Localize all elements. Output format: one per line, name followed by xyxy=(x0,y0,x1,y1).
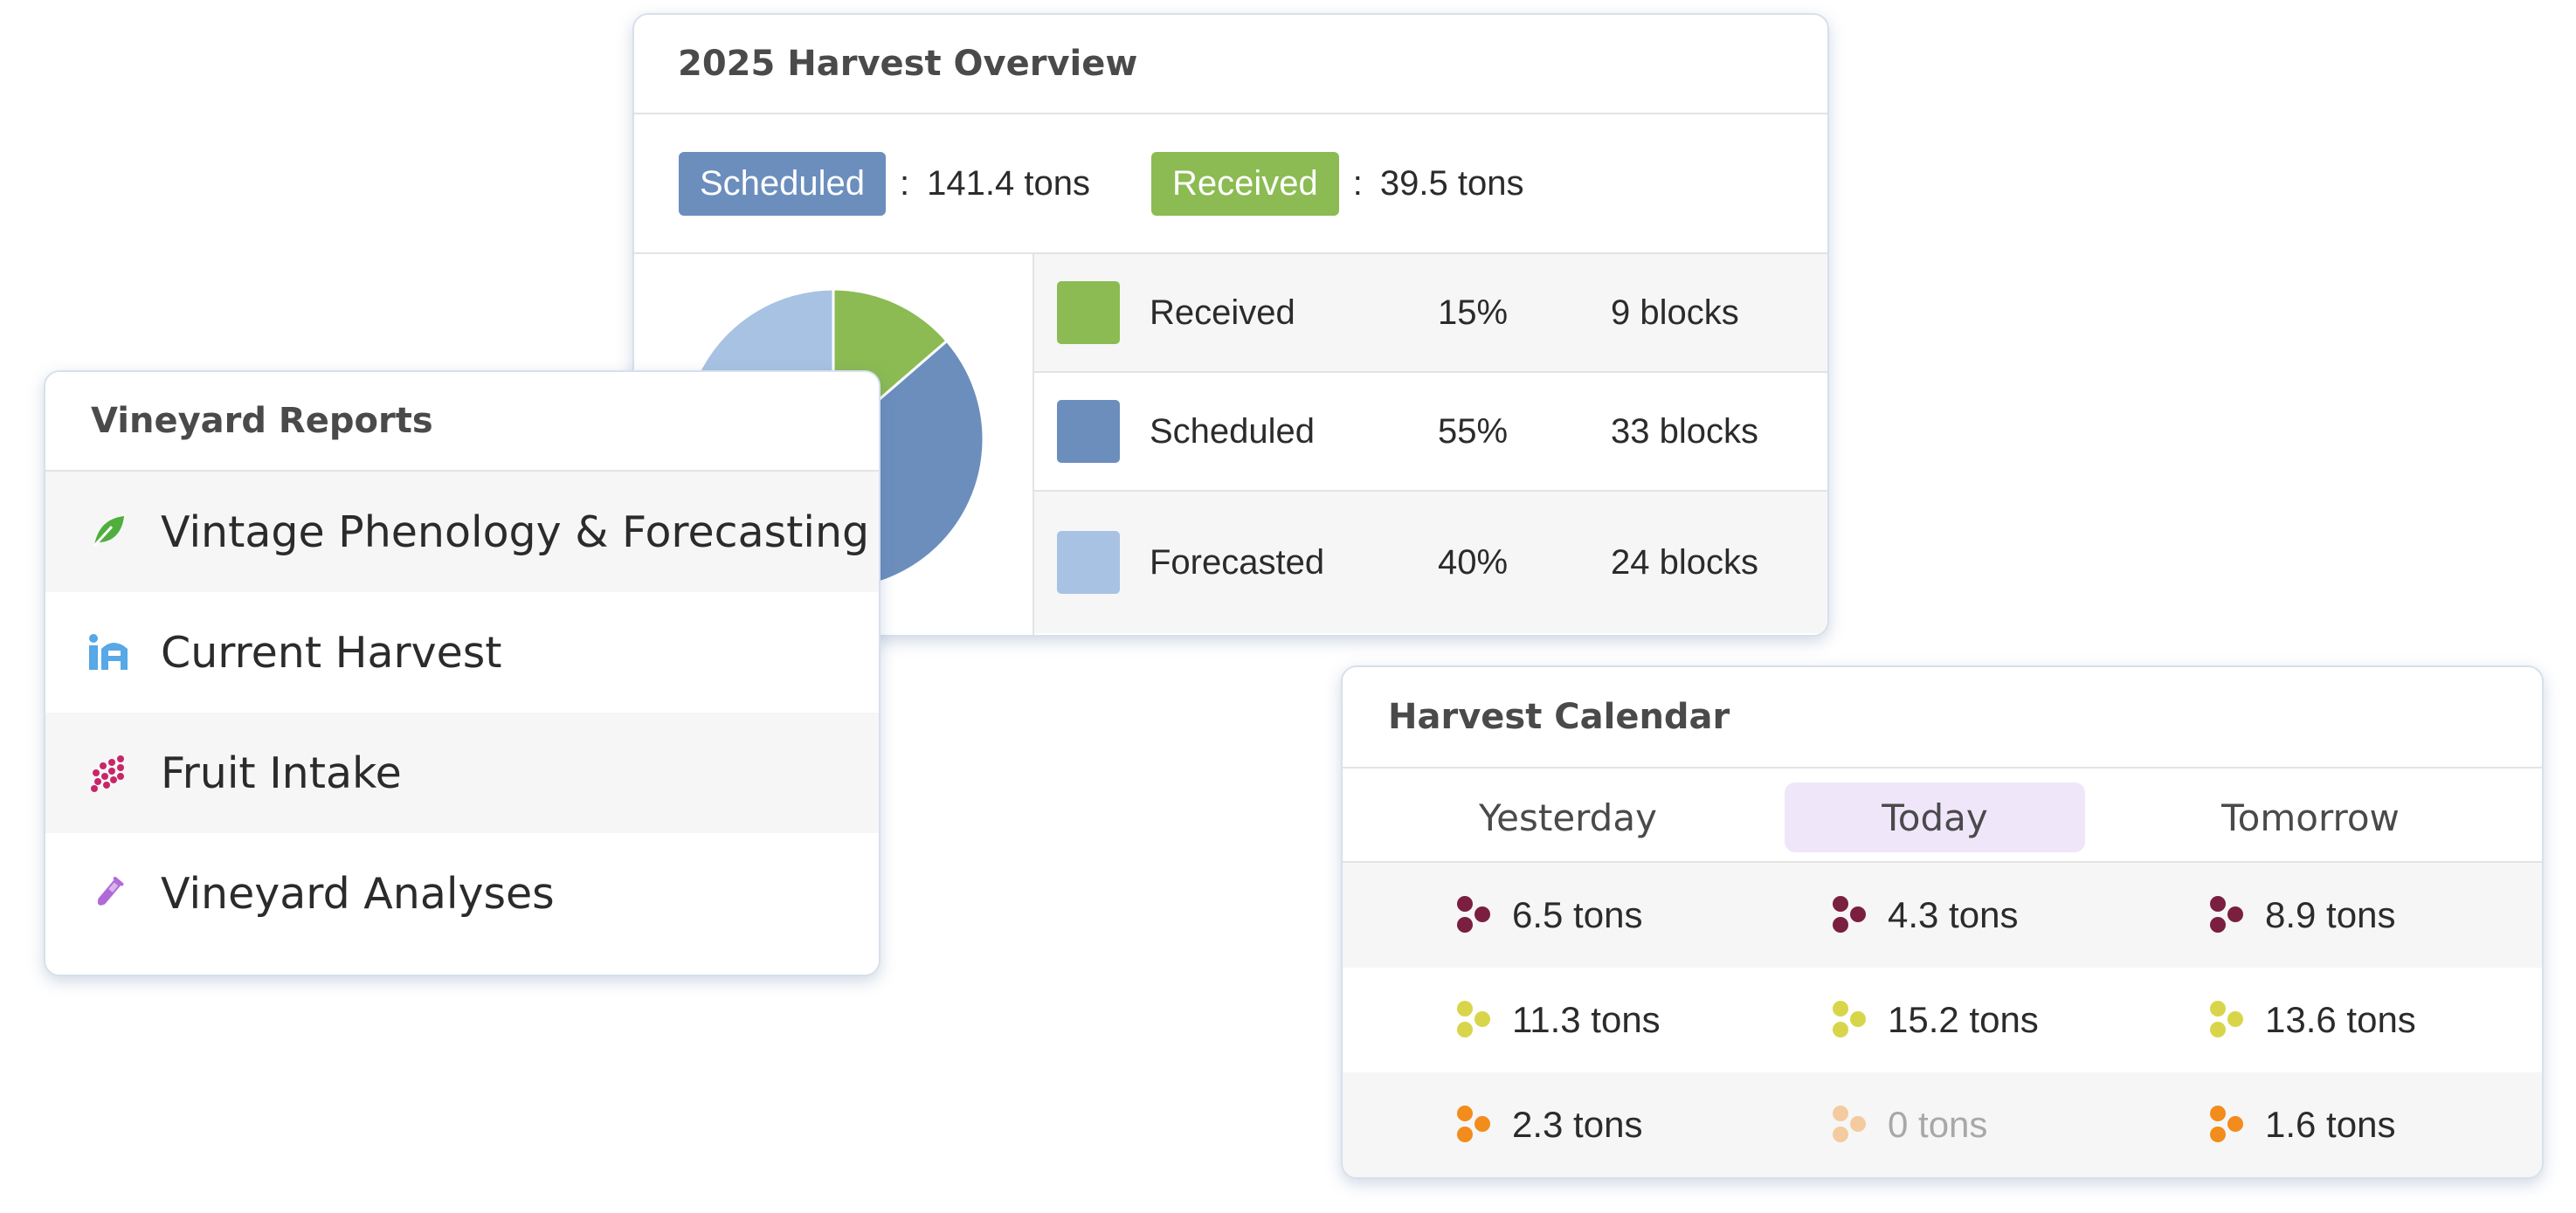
calendar-cell: 11.3 tons xyxy=(1456,968,1661,1072)
report-item-label: Fruit Intake xyxy=(161,748,402,798)
harvest-calendar-card: Harvest Calendar Yesterday Today Tomorro… xyxy=(1341,665,2544,1179)
scheduled-value: 141.4 tons xyxy=(927,163,1090,203)
report-item-current-harvest[interactable]: Current Harvest xyxy=(45,592,879,713)
calendar-cell: 1.6 tons xyxy=(2209,1072,2395,1177)
calendar-row: 2.3 tons 0 tons 1.6 tons xyxy=(1343,1072,2542,1177)
calendar-tons: 13.6 tons xyxy=(2265,999,2416,1040)
grape-cluster-icon xyxy=(2210,1001,2243,1037)
grape-cluster-icon xyxy=(1833,1106,1866,1142)
harvest-calendar-title: Harvest Calendar xyxy=(1343,667,2542,768)
report-item-vineyard-analyses[interactable]: Vineyard Analyses xyxy=(45,833,879,954)
scheduled-badge: Scheduled xyxy=(679,151,887,216)
calendar-header: Yesterday Today Tomorrow xyxy=(1343,768,2542,863)
report-item-fruit-intake[interactable]: Fruit Intake xyxy=(45,713,879,833)
grape-cluster-icon xyxy=(2210,1106,2243,1142)
report-item-label: Vintage Phenology & Forecasting xyxy=(161,507,870,557)
harvest-legend: Received 15% 9 blocks Scheduled 55% 33 b… xyxy=(1032,254,1827,635)
calendar-tons: 15.2 tons xyxy=(1888,999,2039,1040)
legend-blocks: 33 blocks xyxy=(1611,411,1758,451)
legend-label: Forecasted xyxy=(1150,542,1325,582)
legend-percent: 55% xyxy=(1438,411,1509,451)
legend-row-scheduled: Scheduled 55% 33 blocks xyxy=(1034,373,1827,492)
legend-swatch-forecasted xyxy=(1057,531,1120,594)
calendar-cell: 2.3 tons xyxy=(1456,1072,1642,1177)
calendar-tons: 11.3 tons xyxy=(1512,999,1661,1040)
calendar-col-tomorrow[interactable]: Tomorrow xyxy=(2221,796,2400,839)
legend-row-forecasted: Forecasted 40% 24 blocks xyxy=(1034,492,1827,633)
grape-cluster-icon xyxy=(1457,1106,1490,1142)
vineyard-reports-title: Vineyard Reports xyxy=(45,372,879,472)
legend-blocks: 24 blocks xyxy=(1611,542,1758,582)
legend-label: Scheduled xyxy=(1150,411,1316,451)
received-badge: Received xyxy=(1151,151,1339,216)
legend-row-received: Received 15% 9 blocks xyxy=(1034,254,1827,373)
calendar-cell: 4.3 tons xyxy=(1832,863,2018,968)
report-item-vintage-phenology[interactable]: Vintage Phenology & Forecasting xyxy=(45,472,879,592)
calendar-tons: 8.9 tons xyxy=(2265,894,2396,935)
legend-percent: 15% xyxy=(1438,293,1509,332)
harvest-summary: Scheduled : 141.4 tons Received : 39.5 t… xyxy=(634,114,1827,254)
received-value: 39.5 tons xyxy=(1379,163,1524,203)
calendar-cell: 8.9 tons xyxy=(2209,863,2395,968)
calendar-col-yesterday[interactable]: Yesterday xyxy=(1479,796,1657,839)
calendar-row: 11.3 tons 15.2 tons 13.6 tons xyxy=(1343,968,2542,1072)
legend-label: Received xyxy=(1150,293,1295,332)
calendar-tons: 6.5 tons xyxy=(1512,894,1643,935)
colon: : xyxy=(1352,163,1363,203)
legend-swatch-received xyxy=(1057,281,1120,344)
legend-swatch-scheduled xyxy=(1057,400,1120,463)
calendar-row: 6.5 tons 4.3 tons 8.9 tons xyxy=(1343,863,2542,968)
colon: : xyxy=(900,163,910,203)
calendar-cell: 15.2 tons xyxy=(1832,968,2039,1072)
grape-cluster-icon xyxy=(2210,896,2243,933)
grapes-icon xyxy=(87,752,129,794)
calendar-tons: 4.3 tons xyxy=(1888,894,2019,935)
calendar-tons: 0 tons xyxy=(1888,1104,1988,1145)
calendar-cell: 0 tons xyxy=(1832,1072,1987,1177)
report-item-label: Vineyard Analyses xyxy=(161,868,555,919)
grape-cluster-icon xyxy=(1833,896,1866,933)
vineyard-reports-card: Vineyard Reports Vintage Phenology & For… xyxy=(44,370,881,976)
calendar-cell: 13.6 tons xyxy=(2209,968,2416,1072)
legend-percent: 40% xyxy=(1438,542,1509,582)
leaf-icon xyxy=(87,511,129,553)
harvest-icon xyxy=(87,631,129,673)
calendar-tons: 2.3 tons xyxy=(1512,1104,1643,1145)
calendar-col-today[interactable]: Today xyxy=(1785,782,2085,852)
harvest-overview-title: 2025 Harvest Overview xyxy=(634,15,1827,114)
calendar-rows: 6.5 tons 4.3 tons 8.9 tons 11.3 tons 15.2 to… xyxy=(1343,863,2542,1177)
test-tube-icon xyxy=(87,872,129,914)
grape-cluster-icon xyxy=(1833,1001,1866,1037)
calendar-tons: 1.6 tons xyxy=(2265,1104,2396,1145)
calendar-cell: 6.5 tons xyxy=(1456,863,1642,968)
report-item-label: Current Harvest xyxy=(161,627,502,678)
grape-cluster-icon xyxy=(1457,896,1490,933)
legend-blocks: 9 blocks xyxy=(1611,293,1739,332)
grape-cluster-icon xyxy=(1457,1001,1490,1037)
